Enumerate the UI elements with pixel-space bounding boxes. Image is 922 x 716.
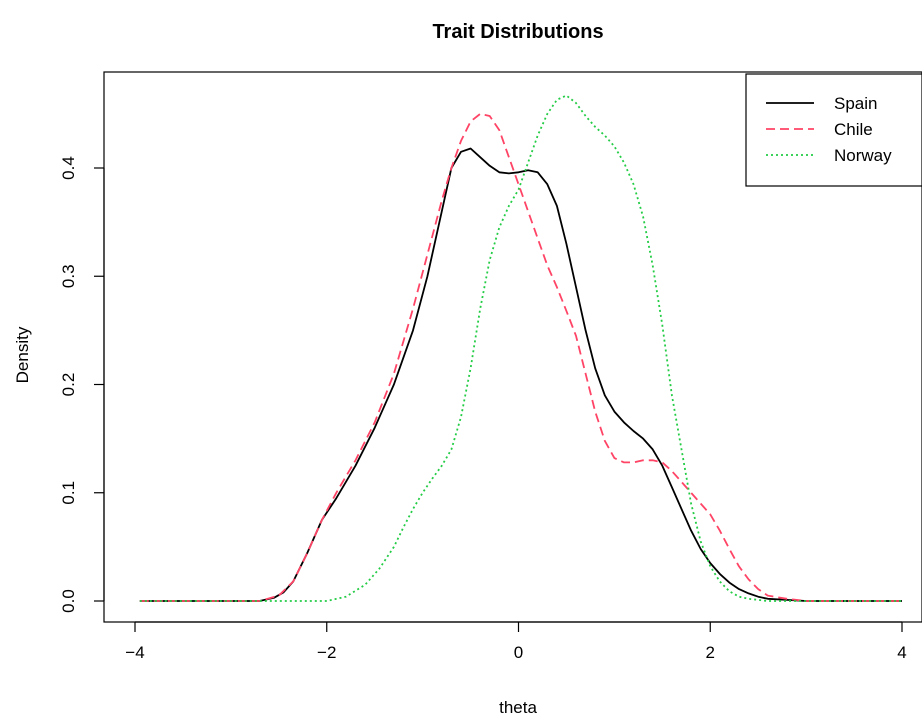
y-tick-label: 0.1 bbox=[59, 481, 78, 505]
y-axis-label: Density bbox=[13, 326, 32, 383]
y-tick-label: 0.3 bbox=[59, 264, 78, 288]
series-lines bbox=[139, 94, 902, 602]
legend-label-spain: Spain bbox=[834, 94, 877, 113]
x-axis-label: theta bbox=[499, 698, 537, 716]
chart-title: Trait Distributions bbox=[432, 21, 603, 43]
y-axis: 0.0 0.1 0.2 0.3 0.4 bbox=[59, 156, 105, 613]
x-tick-label: −4 bbox=[125, 643, 144, 662]
x-tick-label: 4 bbox=[897, 643, 906, 662]
x-tick-label: −2 bbox=[317, 643, 336, 662]
legend-label-chile: Chile bbox=[834, 120, 873, 139]
y-tick-label: 0.4 bbox=[59, 156, 78, 180]
legend: Spain Chile Norway bbox=[745, 73, 922, 187]
y-tick-label: 0.2 bbox=[59, 373, 78, 397]
series-line-spain bbox=[139, 147, 902, 602]
x-tick-label: 0 bbox=[514, 643, 523, 662]
y-tick-label: 0.0 bbox=[59, 589, 78, 613]
x-tick-label: 2 bbox=[706, 643, 715, 662]
series-line-chile bbox=[139, 113, 902, 602]
legend-box bbox=[745, 73, 922, 187]
series-line-norway bbox=[139, 94, 902, 602]
legend-label-norway: Norway bbox=[834, 146, 892, 165]
x-axis: −4 −2 0 2 4 bbox=[125, 621, 907, 662]
